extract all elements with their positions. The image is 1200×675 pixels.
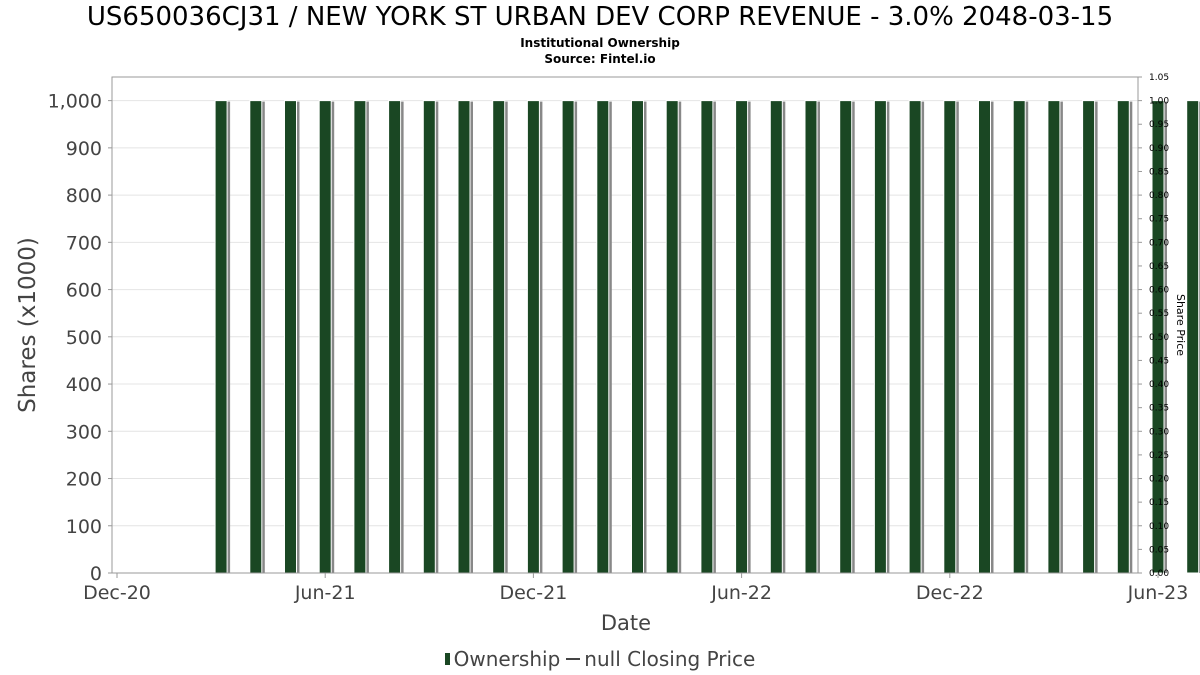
ownership-bar	[700, 100, 714, 574]
x-tick-label: Dec-22	[916, 582, 984, 604]
y2-tick-label: 0.90	[1149, 144, 1169, 154]
y2-tick-label: 0.70	[1149, 238, 1169, 248]
ownership-bar	[908, 100, 922, 574]
y-tick-label: 800	[66, 185, 102, 207]
ownership-bar	[873, 100, 887, 574]
ownership-bar	[492, 100, 506, 574]
ownership-bar	[735, 100, 749, 574]
ownership-bar	[388, 100, 402, 574]
y-tick-label: 300	[66, 421, 102, 443]
y2-axis: 0.00 0.05 0.10 0.15 0.20 0.25 0.30 0.35 0.40 0.45…	[1138, 73, 1169, 579]
grid-lines	[112, 100, 1138, 574]
y2-tick-label: 0.75	[1149, 215, 1169, 225]
ownership-bar	[1116, 100, 1130, 574]
chart-subtitle: Institutional Ownership	[520, 36, 680, 50]
y2-tick-label: 0.50	[1149, 333, 1169, 343]
y-tick-label: 100	[66, 516, 102, 538]
ownership-bar	[1047, 100, 1061, 574]
x-axis: Dec-20Jun-21Dec-21Jun-22Dec-22Jun-23Dec-…	[83, 573, 1189, 604]
price-legend-line	[566, 658, 581, 660]
x-tick-label: Dec-21	[499, 582, 567, 604]
y-axis: 0 100 200 300 400 500 600 700 800 900 1,000	[48, 91, 112, 585]
y-tick-label: 0	[90, 563, 102, 585]
y2-tick-label: 0.95	[1149, 120, 1169, 130]
y2-tick-label: 0.25	[1149, 451, 1169, 461]
y-tick-label: 600	[66, 280, 102, 302]
y2-axis-label: Share Price	[1174, 294, 1187, 356]
y2-tick-label: 0.65	[1149, 262, 1169, 272]
y2-tick-label: 0.10	[1149, 522, 1169, 532]
ownership-bar	[943, 100, 957, 574]
x-tick-label: Jun-23	[1127, 582, 1189, 604]
y2-tick-label: 1.05	[1149, 73, 1169, 83]
ownership-bar	[284, 100, 297, 574]
y2-tick-label: 0.55	[1149, 309, 1169, 319]
chart-legend: Ownership null Closing Price	[0, 647, 1200, 671]
x-tick-label: Dec-20	[83, 582, 151, 604]
plot-area-border	[111, 76, 1139, 574]
y-tick-label: 700	[66, 232, 102, 254]
x-tick-label: Jun-21	[294, 582, 356, 604]
ownership-bar	[353, 100, 367, 574]
ownership-bar	[526, 100, 540, 574]
ownership-bar	[1186, 100, 1200, 574]
ownership-bar	[596, 100, 610, 574]
ownership-bar	[318, 100, 332, 574]
price-legend-label: null Closing Price	[584, 647, 756, 671]
chart-title: US650036CJ31 / NEW YORK ST URBAN DEV COR…	[86, 2, 1114, 32]
ownership-legend-swatch	[444, 653, 450, 665]
ownership-bar	[978, 100, 991, 574]
ownership-bar	[839, 100, 853, 574]
x-axis-label: Date	[601, 611, 651, 635]
y2-tick-label: 0.35	[1149, 404, 1169, 414]
y2-tick-label: 0.15	[1149, 498, 1169, 508]
y2-tick-label: 0.80	[1149, 191, 1169, 201]
y-tick-label: 1,000	[48, 91, 102, 113]
y2-tick-label: 0.45	[1149, 356, 1169, 366]
y2-tick-label: 0.60	[1149, 286, 1169, 296]
y2-tick-label: 0.00	[1149, 569, 1169, 579]
ownership-bars	[214, 100, 1200, 574]
y-tick-label: 400	[66, 374, 102, 396]
y-axis-label: Shares (x1000)	[15, 237, 41, 413]
y2-tick-label: 1.00	[1149, 97, 1169, 107]
y2-tick-label: 0.40	[1149, 380, 1169, 390]
ownership-bar	[631, 100, 644, 574]
ownership-bar	[249, 100, 263, 574]
chart-source: Source: Fintel.io	[544, 52, 656, 66]
ownership-bar	[422, 100, 436, 574]
ownership-bar	[1012, 100, 1026, 574]
y-tick-label: 500	[66, 327, 102, 349]
ownership-bar	[214, 100, 228, 574]
ownership-bar	[561, 100, 575, 574]
y-tick-label: 200	[66, 469, 102, 491]
y2-tick-label: 0.85	[1149, 167, 1169, 177]
ownership-bar	[457, 100, 471, 574]
y2-tick-label: 0.05	[1149, 545, 1169, 555]
ownership-legend-label: Ownership	[453, 647, 561, 671]
ownership-bar	[769, 100, 783, 574]
ownership-bar	[665, 100, 679, 574]
ownership-bar	[804, 100, 818, 574]
ownership-bar	[1082, 100, 1096, 574]
y2-tick-label: 0.30	[1149, 427, 1169, 437]
x-tick-label: Jun-22	[710, 582, 772, 604]
y2-tick-label: 0.20	[1149, 475, 1169, 485]
y-tick-label: 900	[66, 138, 102, 160]
